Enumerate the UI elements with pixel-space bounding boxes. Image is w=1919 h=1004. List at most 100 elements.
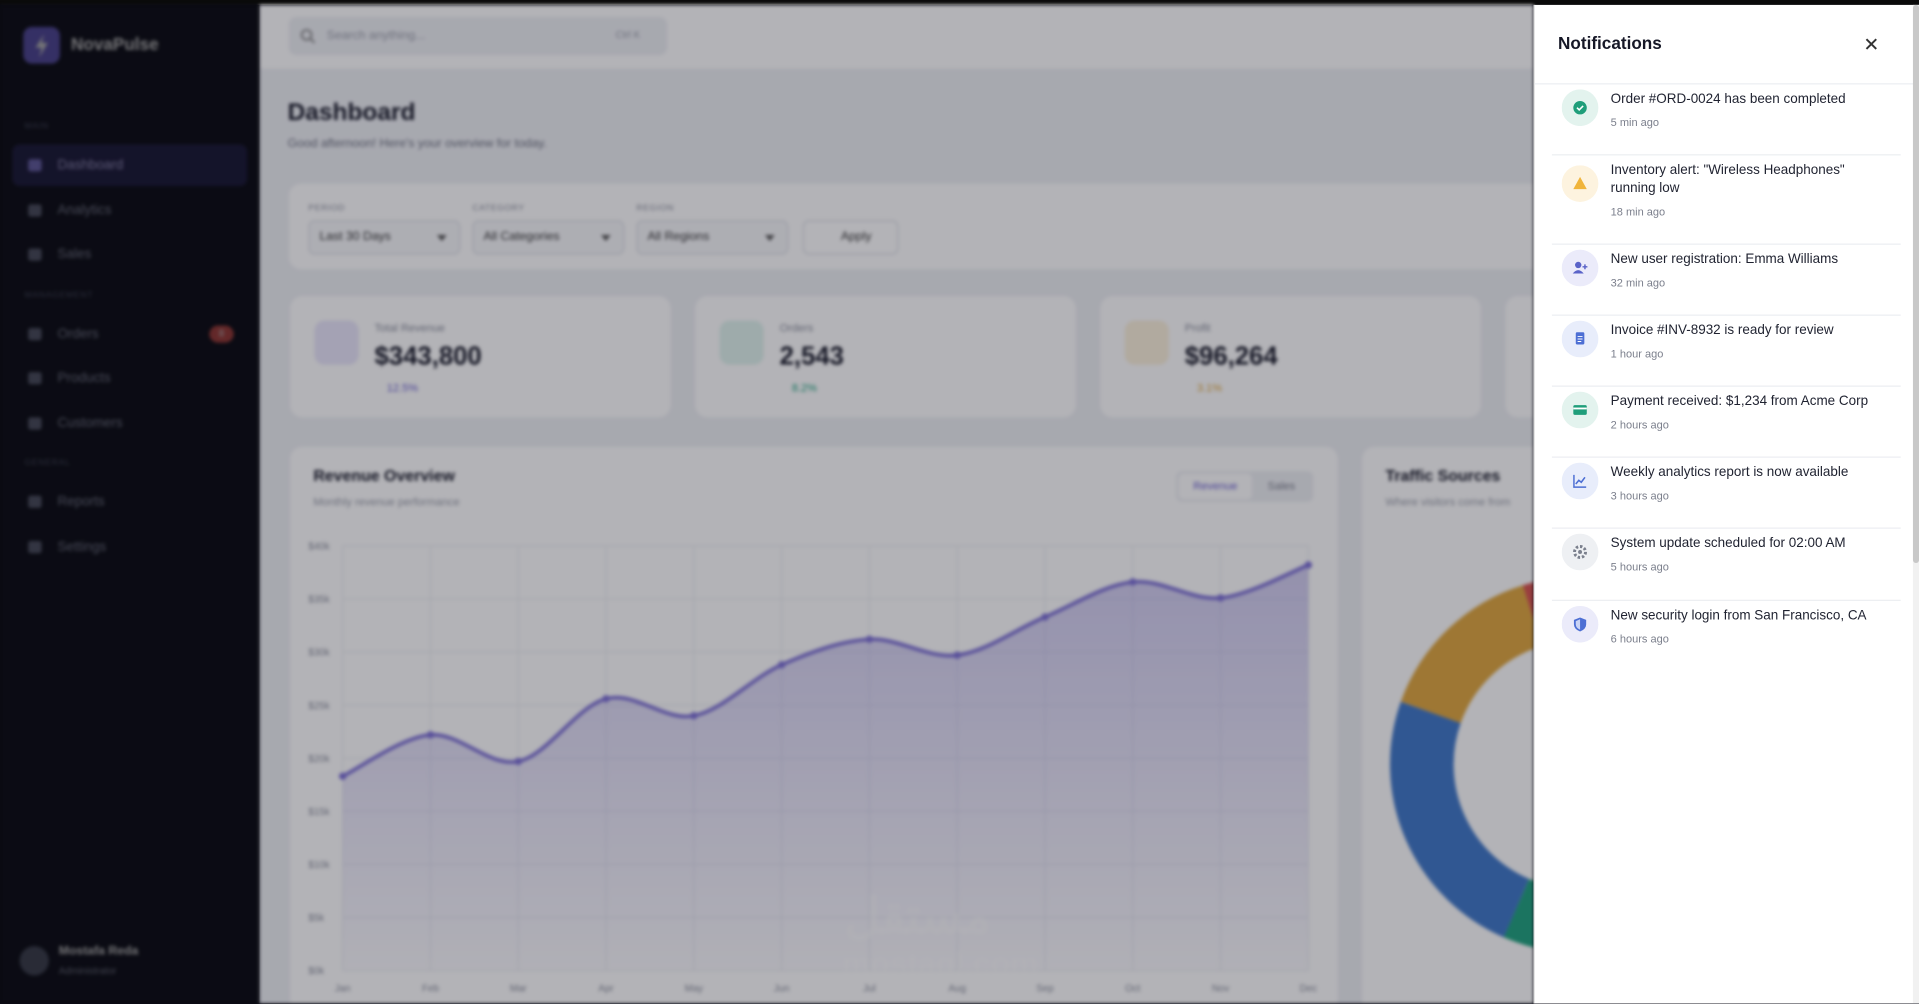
- notification-time: 5 hours ago: [1610, 560, 1669, 573]
- user-name: Mostafa Reda: [58, 944, 139, 959]
- nav-icon: [28, 159, 42, 172]
- close-button[interactable]: [1864, 37, 1879, 52]
- filter-card: PERIOD Last 30 Days CATEGORY All Categories…: [288, 183, 1534, 270]
- separator: [1551, 385, 1901, 387]
- nav-item[interactable]: Dashboard: [12, 144, 248, 187]
- notification-icon: [1561, 249, 1599, 287]
- dashboard-background: NovaPulse Mostafa Reda Administrator MAI…: [0, 4, 1534, 1004]
- notification-icon: [1561, 165, 1599, 202]
- notification[interactable]: New security login from San Francisco, C…: [1552, 601, 1901, 672]
- notification-text: System update scheduled for 02:00 AM: [1610, 536, 1846, 551]
- notification-time: 18 min ago: [1610, 205, 1666, 218]
- notification[interactable]: Inventory alert: "Wireless Headphones" r…: [1551, 155, 1901, 245]
- x-tick-label: Sep: [1036, 983, 1054, 994]
- stat-change: 12.5%: [386, 381, 419, 395]
- search-icon: [300, 29, 316, 44]
- notification-icon: [1561, 320, 1599, 358]
- select[interactable]: All Categories: [472, 220, 625, 255]
- search-box[interactable]: Search anything... Ctrl K: [288, 17, 668, 56]
- point: [777, 661, 786, 669]
- stat-value: $343,800: [374, 342, 482, 371]
- select-value: All Regions: [647, 230, 710, 244]
- notification-text: New user registration: Emma Williams: [1610, 252, 1839, 267]
- tab-active[interactable]: Revenue: [1178, 473, 1253, 500]
- notification-time: 32 min ago: [1610, 276, 1666, 289]
- notification[interactable]: System update scheduled for 02:00 AM 5 ho…: [1551, 529, 1901, 601]
- nav-item[interactable]: Analytics: [12, 189, 247, 231]
- nav-icon: [28, 327, 42, 340]
- main: Search anything... Ctrl K Dashboard Good…: [259, 4, 1534, 1004]
- notifications-panel: Notifications Order #ORD-0024 has been c…: [1533, 4, 1919, 1004]
- separator: [1551, 527, 1901, 529]
- point: [426, 731, 435, 739]
- stat-icon: [314, 320, 359, 365]
- nav-label: Customers: [57, 415, 123, 431]
- x-tick-label: Mar: [510, 983, 528, 994]
- x-tick-label: Jan: [335, 983, 351, 994]
- nav-item[interactable]: Reports: [12, 481, 247, 523]
- filter-label: CATEGORY: [472, 204, 525, 213]
- watermark: mostaql.com: [842, 944, 1039, 982]
- stat-card: Orders 2,543 8.2%: [695, 296, 1076, 418]
- notification-icon: [1561, 533, 1599, 571]
- donut-segment: [1400, 585, 1534, 724]
- notification-time: 1 hour ago: [1610, 347, 1664, 360]
- y-tick-label: $5k: [308, 913, 324, 924]
- notification[interactable]: Weekly analytics report is now available…: [1551, 458, 1901, 529]
- panel-title: Notifications: [1558, 33, 1662, 53]
- x-tick-label: Jun: [774, 983, 790, 994]
- revenue-chart: $0k $5k $10k $15k $20k $25k $30k $35k $40k Jan Feb…: [308, 542, 1317, 995]
- point: [1216, 594, 1225, 602]
- tabs: Revenue Sales: [1176, 471, 1314, 502]
- nav-label: Sales: [57, 247, 92, 262]
- y-tick-label: $20k: [308, 754, 329, 765]
- user-role: Administrator: [58, 965, 117, 977]
- notification-text: Weekly analytics report is now available: [1610, 465, 1849, 480]
- nav-item[interactable]: Sales: [12, 234, 247, 276]
- stat-card: Total Revenue $343,800 12.5%: [290, 296, 671, 418]
- select[interactable]: All Regions: [636, 220, 789, 255]
- separator: [1551, 314, 1901, 316]
- filter-label: REGION: [636, 204, 674, 213]
- notification-time: 3 hours ago: [1610, 489, 1669, 502]
- x-tick-label: Feb: [422, 983, 439, 994]
- nav-item[interactable]: Products: [12, 357, 247, 399]
- logo: [23, 26, 60, 64]
- notification-text: Payment received: $1,234 from Acme Corp: [1610, 394, 1869, 409]
- point: [953, 651, 961, 659]
- nav-icon: [28, 203, 42, 217]
- tab[interactable]: Sales: [1267, 479, 1296, 493]
- notification[interactable]: Invoice #INV-8932 is ready for review 1 h…: [1551, 316, 1901, 387]
- nav-item[interactable]: Settings: [12, 526, 247, 568]
- notification-icon: [1561, 391, 1599, 429]
- nav-icon: [28, 540, 42, 553]
- y-tick-label: $0k: [308, 966, 324, 977]
- page-title: Dashboard: [287, 99, 416, 127]
- notification-icon: [1561, 605, 1599, 643]
- notification[interactable]: New user registration: Emma Williams 32 m…: [1551, 245, 1901, 316]
- card-title: Revenue Overview: [313, 466, 455, 485]
- sidebar-shade: [0, 4, 260, 1004]
- notification-icon: [1561, 462, 1599, 500]
- modal-overlay[interactable]: [0, 4, 1534, 1004]
- nav-item[interactable]: Customers: [12, 402, 247, 444]
- stat-card: [1505, 296, 1534, 418]
- nav-item[interactable]: Orders 8: [12, 313, 247, 355]
- nav-label: Products: [57, 370, 111, 386]
- donut-segment: [1503, 878, 1534, 948]
- separator: [1551, 456, 1901, 458]
- point: [1129, 578, 1137, 586]
- notification-text: Inventory alert: "Wireless Headphones" r…: [1610, 162, 1845, 196]
- notification[interactable]: Order #ORD-0024 has been completed 5 min …: [1551, 84, 1901, 156]
- point: [865, 635, 874, 643]
- notification[interactable]: Payment received: $1,234 from Acme Corp 2…: [1551, 387, 1901, 458]
- point: [514, 757, 522, 766]
- y-tick-label: $10k: [308, 860, 329, 871]
- top-strip: [0, 0, 1919, 5]
- select[interactable]: Last 30 Days: [308, 220, 461, 255]
- point: [339, 772, 347, 780]
- apply-button[interactable]: Apply: [802, 220, 899, 255]
- watermark: مستقل: [844, 889, 992, 944]
